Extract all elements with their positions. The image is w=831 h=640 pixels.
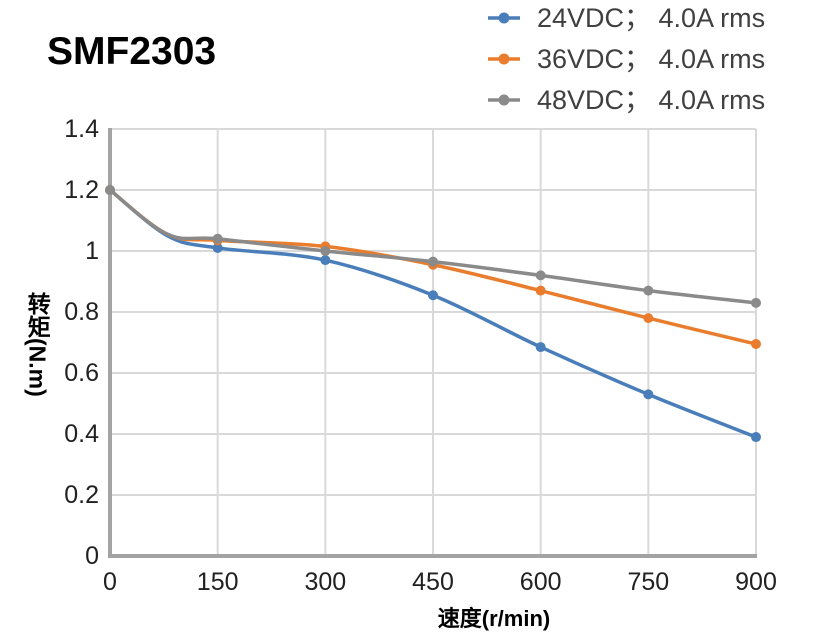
x-tick-label: 450 [412,568,454,596]
y-tick-label: 0.6 [64,359,99,387]
data-point-marker [212,242,223,253]
data-point-marker [535,270,546,281]
y-tick-label: 1.4 [64,115,99,143]
legend-item-36vdc: 36VDC； 4.0A rms [487,41,765,77]
legend: 24VDC； 4.0A rms 36VDC； 4.0A rms 48VDC； 4… [487,0,765,118]
series-48vdc [105,185,761,308]
data-point-marker [751,297,761,308]
line-marker-icon [488,53,520,65]
x-axis-title: 速度(r/min) [437,606,551,631]
line-marker-icon [488,94,520,106]
data-point-marker [751,432,761,443]
data-point-marker [105,185,115,195]
data-point-marker [535,342,546,353]
gridlines [109,128,757,557]
data-point-marker [428,256,438,267]
legend-label: 48VDC； 4.0A rms [537,84,766,115]
x-tick-label: 750 [627,568,670,596]
y-tick-label: 0.8 [64,298,99,326]
y-axis-title: 转矩(N.m) [24,292,51,397]
data-point-marker [535,285,546,296]
chart-title: SMF2303 [47,30,217,73]
legend-item-48vdc: 48VDC； 4.0A rms [487,82,765,118]
data-point-marker [212,233,223,244]
y-tick-label: 0.4 [64,420,99,448]
x-tick-label: 900 [735,568,777,596]
y-tick-label: 1 [85,237,99,265]
y-tick-label: 1.2 [64,176,99,204]
x-tick-label: 150 [196,568,239,596]
legend-label: 36VDC； 4.0A rms [537,43,766,74]
legend-item-24vdc: 24VDC； 4.0A rms [487,0,765,36]
data-point-marker [320,246,331,256]
data-point-marker [643,313,654,324]
data-point-marker [320,255,331,266]
data-point-marker [643,285,654,296]
data-point-marker [428,290,438,301]
axis-lines [108,128,757,558]
data-point-marker [643,389,654,400]
legend-label: 24VDC； 4.0A rms [537,2,766,33]
data-point-marker [751,339,761,350]
x-tick-label: 600 [519,568,562,596]
y-tick-label: 0.2 [64,481,99,509]
y-tick-label: 0 [85,542,99,570]
line-marker-icon [488,12,520,24]
x-tick-label: 300 [304,568,347,596]
x-tick-label: 0 [103,568,117,596]
